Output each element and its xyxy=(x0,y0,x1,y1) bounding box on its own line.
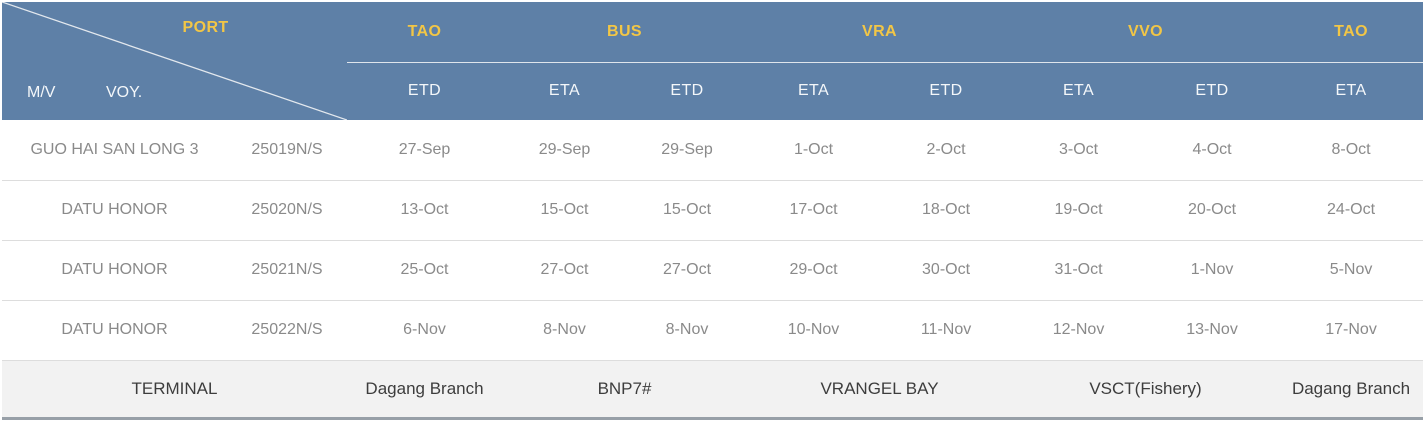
date-cell: 8-Oct xyxy=(1331,140,1371,158)
date-cell: 30-Oct xyxy=(880,239,1013,300)
subheader-cell: ETA xyxy=(747,62,881,120)
subheader-cell: ETA xyxy=(502,62,627,120)
date-cell: 27-Oct xyxy=(627,239,748,300)
vessel-name: DATU HONOR xyxy=(2,239,227,300)
date-cell: 29-Sep xyxy=(661,140,713,158)
date-cell: 3-Oct xyxy=(1058,140,1099,158)
date-cell: 1-Oct xyxy=(793,140,834,158)
vessel-name: GUO HAI SAN LONG 3 xyxy=(30,140,199,158)
date-cell: 15-Oct xyxy=(627,179,748,240)
subheader-cell: ETA xyxy=(1279,62,1424,120)
port-header-bus: BUS xyxy=(502,2,748,63)
date-cell: 11-Nov xyxy=(880,299,1013,360)
date-cell: 10-Nov xyxy=(747,299,881,360)
date-cell: 1-Nov xyxy=(1145,239,1280,300)
terminal-cell-bus: BNP7# xyxy=(502,359,748,420)
date-cell: 19-Oct xyxy=(1012,179,1146,240)
date-cell: 27-Sep xyxy=(398,140,451,158)
date-cell: 17-Nov xyxy=(1279,299,1424,360)
table-body: GUO HAI SAN LONG 3 25019N/S 27-Sep 29-Se… xyxy=(2,120,1424,420)
terminal-cell-vvo: VSCT(Fishery) xyxy=(1012,359,1280,420)
date-cell: 17-Oct xyxy=(747,179,881,240)
date-cell: 13-Oct xyxy=(347,179,502,240)
date-cell: 24-Oct xyxy=(1279,179,1424,240)
port-header-tao-1: TAO xyxy=(347,2,502,63)
port-header-vvo: VVO xyxy=(1012,2,1280,63)
date-cell: 29-Oct xyxy=(747,239,881,300)
table-row: DATU HONOR 25020N/S 13-Oct 15-Oct 15-Oct… xyxy=(2,179,1424,240)
date-cell: 20-Oct xyxy=(1145,179,1280,240)
subheader-cell: ETA xyxy=(1012,62,1146,120)
date-cell: 25-Oct xyxy=(347,239,502,300)
table-row: GUO HAI SAN LONG 3 25019N/S 27-Sep 29-Se… xyxy=(2,120,1424,180)
terminal-row: TERMINAL Dagang Branch BNP7# VRANGEL BAY… xyxy=(2,359,1424,420)
date-cell: 31-Oct xyxy=(1012,239,1146,300)
date-cell: 4-Oct xyxy=(1192,140,1232,158)
table-header: PORT M/V VOY. TAO BUS VRA VVO TAO ETD ET… xyxy=(2,2,1424,120)
voyage-number: 25021N/S xyxy=(227,239,347,300)
date-cell: 15-Oct xyxy=(502,179,627,240)
date-cell: 5-Nov xyxy=(1279,239,1424,300)
etd-eta-header-row: ETD ETA ETD ETA ETD ETA ETD ETA xyxy=(2,62,1424,120)
date-cell: 18-Oct xyxy=(880,179,1013,240)
port-header-tao-2: TAO xyxy=(1279,2,1424,63)
table-row: DATU HONOR 25022N/S 6-Nov 8-Nov 8-Nov 10… xyxy=(2,299,1424,360)
vessel-name: DATU HONOR xyxy=(2,299,227,360)
date-cell: 6-Nov xyxy=(347,299,502,360)
subheader-cell: ETD xyxy=(347,62,502,120)
subheader-cell: ETD xyxy=(1145,62,1280,120)
terminal-cell-tao-1: Dagang Branch xyxy=(347,359,502,420)
mv-label: M/V xyxy=(27,84,56,101)
voyage-number: 25022N/S xyxy=(227,299,347,360)
voyage-number: 25020N/S xyxy=(227,179,347,240)
date-cell: 2-Oct xyxy=(926,140,966,158)
diagonal-divider-line xyxy=(2,2,347,120)
terminal-cell-vra: VRANGEL BAY xyxy=(747,359,1013,420)
date-cell: 27-Oct xyxy=(502,239,627,300)
table-row: DATU HONOR 25021N/S 25-Oct 27-Oct 27-Oct… xyxy=(2,239,1424,300)
date-cell: 13-Nov xyxy=(1145,299,1280,360)
vessel-name: DATU HONOR xyxy=(2,179,227,240)
port-header-vra: VRA xyxy=(747,2,1013,63)
subheader-cell: ETD xyxy=(627,62,748,120)
corner-cell: PORT M/V VOY. xyxy=(2,2,347,120)
subheader-cell: ETD xyxy=(880,62,1013,120)
voyage-number: 25019N/S xyxy=(251,140,323,158)
date-cell: 29-Sep xyxy=(538,140,591,158)
port-header-row: PORT M/V VOY. TAO BUS VRA VVO TAO xyxy=(2,2,1424,120)
voy-label: VOY. xyxy=(106,84,143,101)
terminal-cell-tao-2: Dagang Branch xyxy=(1279,359,1424,420)
date-cell: 12-Nov xyxy=(1012,299,1146,360)
terminal-label: TERMINAL xyxy=(2,359,347,420)
date-cell: 8-Nov xyxy=(627,299,748,360)
port-label: PORT xyxy=(182,19,229,36)
date-cell: 8-Nov xyxy=(502,299,627,360)
